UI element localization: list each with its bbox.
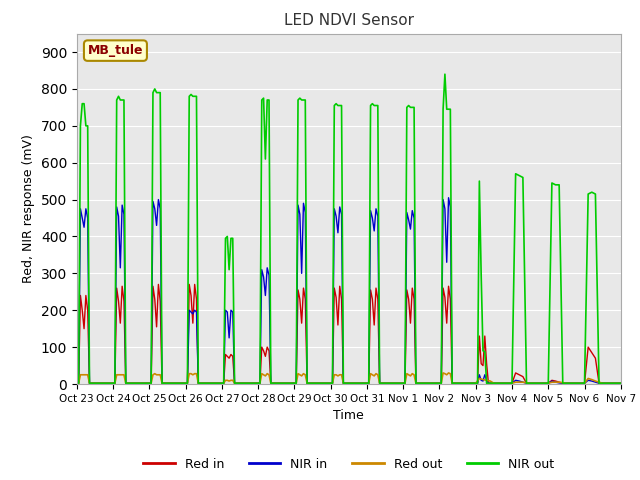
X-axis label: Time: Time (333, 409, 364, 422)
Y-axis label: Red, NIR response (mV): Red, NIR response (mV) (22, 134, 35, 283)
Text: MB_tule: MB_tule (88, 44, 143, 57)
Title: LED NDVI Sensor: LED NDVI Sensor (284, 13, 414, 28)
Legend: Red in, NIR in, Red out, NIR out: Red in, NIR in, Red out, NIR out (138, 453, 559, 476)
